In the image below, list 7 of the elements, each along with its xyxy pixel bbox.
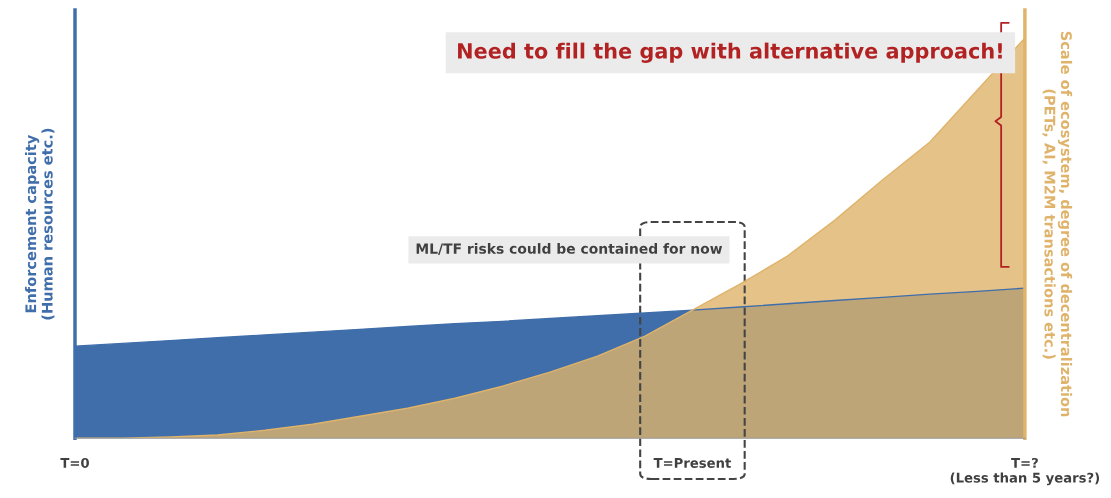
x-tick-label: T=? (Less than 5 years?) [950,457,1100,486]
x-tick-label: T=0 [60,457,89,468]
annotation: Need to fill the gap with alternative approach! [458,42,1002,63]
y2-axis-title: Scale of ecosystem, degree of decentralization (PETs, AI, M2M transactions etc.) [1042,31,1073,417]
y-axis-title: Enforcement capacity (Human resources etc.) [24,128,55,320]
annotation: ML/TF risks could be contained for now [416,243,723,255]
x-tick-label: T=Present [653,458,731,468]
